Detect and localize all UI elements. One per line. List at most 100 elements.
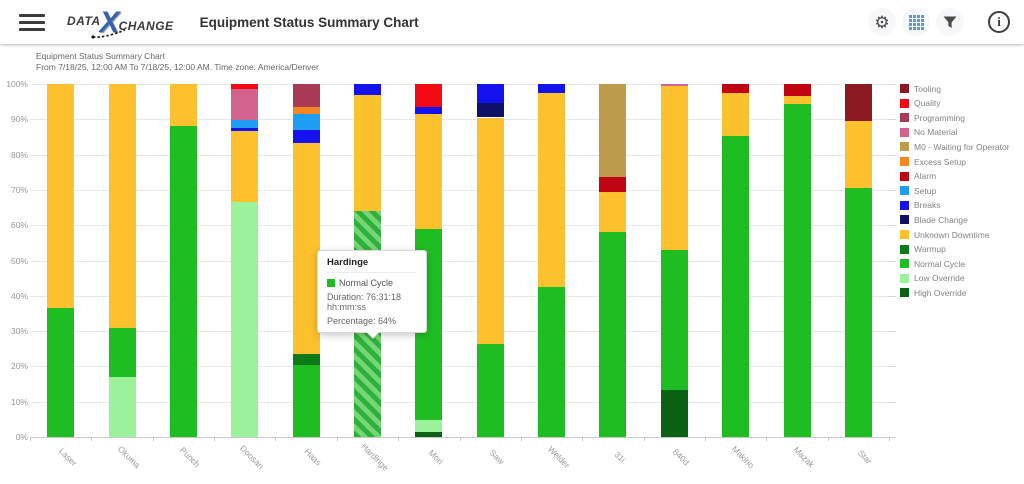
legend-item-Unknown Downtime[interactable]: Unknown Downtime [900,229,990,240]
bar-segment-840d-High Override[interactable] [660,390,688,437]
report-title: Equipment Status Summary Chart [36,51,165,61]
legend-item-No Material[interactable]: No Material [900,127,957,138]
bar-segment-Star-Normal Cycle[interactable] [844,188,872,437]
right-axis-tick [889,189,896,191]
settings-button[interactable]: ⚙ [868,8,896,36]
legend-label: Breaks [914,200,941,211]
bar-segment-Haas-Normal Cycle[interactable] [292,365,320,437]
bar-segment-Saw-Blade Change[interactable] [476,103,504,118]
legend-label: M0 - Waiting for Operator [914,141,1010,152]
legend-item-Normal Cycle[interactable]: Normal Cycle [900,258,965,269]
bar-segment-840d-Normal Cycle[interactable] [660,249,688,390]
right-axis-tick [889,331,896,333]
bar-segment-Haas-Programming[interactable] [292,84,320,107]
bar-segment-Hardinge-Breaks[interactable] [354,84,381,95]
bar-segment-Saw-Unknown Downtime[interactable] [476,117,504,345]
legend-item-Setup[interactable]: Setup [900,185,936,196]
bar-segment-Haas-Unknown Downtime[interactable] [292,143,320,355]
bar-segment-Punch-Unknown Downtime[interactable] [169,84,197,127]
bar-segment-Mori-Low Override[interactable] [415,420,443,433]
legend-item-Alarm[interactable]: Alarm [900,171,936,182]
bar-segment-Haas-Warmup[interactable] [292,354,320,365]
bar-segment-31i-Unknown Downtime[interactable] [599,192,627,233]
bar-segment-Haas-Excess Setup[interactable] [292,106,320,114]
bar-segment-Doosan-Low Override[interactable] [231,202,259,437]
bar-segment-Okuma-Unknown Downtime[interactable] [108,84,136,328]
tooltip-series-swatch [327,279,335,287]
bar-segment-31i-M0 - Waiting for Operator[interactable] [599,84,627,178]
legend-item-Blade Change[interactable]: Blade Change [900,214,968,225]
legend-item-Tooling[interactable]: Tooling [900,83,941,94]
bar-segment-Mori-Quality[interactable] [415,84,443,107]
legend-swatch [900,113,909,123]
bar-segment-Welder-Breaks[interactable] [538,84,565,94]
bar-segment-Doosan-Breaks[interactable] [231,127,259,131]
legend-label: No Material [914,127,958,138]
bar-segment-31i-Alarm[interactable] [599,177,627,192]
bar-segment-Mori-High Override[interactable] [415,432,443,437]
bar-segment-Makino-Unknown Downtime[interactable] [722,93,750,136]
y-axis-label: 20% [10,361,28,372]
app-header: DATA X CHANGE Equipment Status Summary C… [0,0,1024,44]
bar-segment-Haas-Setup[interactable] [292,114,320,130]
bar-segment-Saw-Normal Cycle[interactable] [476,344,504,437]
legend-swatch [900,230,909,239]
bar-segment-Welder-Unknown Downtime[interactable] [538,93,565,287]
grid-view-button[interactable] [902,8,930,36]
bar-segment-840d-Unknown Downtime[interactable] [660,85,688,250]
bar-segment-Laser-Normal Cycle[interactable] [47,308,75,437]
gridline-30% [30,331,889,333]
menu-icon[interactable] [19,13,45,31]
chart-tooltip: Hardinge Normal Cycle Duration: 76:31:18… [317,250,427,339]
bar-segment-Punch-Normal Cycle[interactable] [169,126,197,437]
legend-swatch [900,157,909,166]
legend-item-High Override[interactable]: High Override [900,287,966,298]
bar-segment-Doosan-Unknown Downtime[interactable] [231,130,259,203]
bar-segment-Okuma-Normal Cycle[interactable] [108,327,136,377]
bar-segment-Doosan-Quality[interactable] [231,84,259,89]
legend-swatch [900,215,909,225]
bar-segment-Hardinge-Unknown Downtime[interactable] [354,94,381,212]
legend-item-Quality[interactable]: Quality [900,98,940,109]
legend-label: Setup [914,185,937,196]
bar-segment-Laser-Unknown Downtime[interactable] [47,84,75,309]
legend-item-Excess Setup[interactable]: Excess Setup [900,156,966,167]
filter-button[interactable] [936,8,964,36]
bar-segment-Mazak-Unknown Downtime[interactable] [783,96,811,105]
y-axis-label: 100% [6,79,28,89]
bar-segment-Mori-Breaks[interactable] [415,106,443,114]
logo-text-change: CHANGE [118,19,174,33]
x-axis-tick [398,437,400,441]
bar-segment-Mazak-Normal Cycle[interactable] [783,104,811,437]
info-button[interactable]: i [988,11,1010,33]
legend-item-Programming[interactable]: Programming [900,112,965,123]
bar-segment-Star-Tooling[interactable] [844,84,872,121]
x-axis-tick [30,437,31,441]
bar-segment-Saw-Breaks[interactable] [476,84,504,104]
legend-item-M0 - Waiting for Operator[interactable]: M0 - Waiting for Operator [900,141,1010,152]
legend-item-Warmup[interactable]: Warmup [900,244,946,255]
bar-segment-840d-No Material[interactable] [660,84,688,86]
bar-segment-Doosan-Setup[interactable] [231,119,259,128]
y-axis-label: 0% [15,432,28,442]
gridline-100% [30,84,889,85]
legend-item-Low Override[interactable]: Low Override [900,273,965,284]
right-axis-tick [889,366,896,368]
report-subtitle: From 7/18/25, 12:00 AM To 7/18/25, 12:00… [36,62,319,72]
bar-segment-Okuma-Low Override[interactable] [108,377,136,437]
bar-segment-Doosan-No Material[interactable] [231,88,259,120]
bar-segment-Makino-Normal Cycle[interactable] [722,135,750,437]
bar-segment-Haas-Breaks[interactable] [292,129,320,143]
tooltip-series-label: Normal Cycle [339,278,394,288]
right-axis-tick [889,295,896,297]
right-axis-tick [889,437,896,438]
legend-item-Breaks[interactable]: Breaks [900,200,940,211]
bar-segment-Welder-Normal Cycle[interactable] [538,287,565,437]
bar-segment-Star-Unknown Downtime[interactable] [844,120,872,189]
bar-segment-Mazak-Alarm[interactable] [783,84,811,96]
bar-segment-Makino-Alarm[interactable] [722,84,750,94]
bar-segment-31i-Normal Cycle[interactable] [599,232,627,437]
bar-segment-Mori-Unknown Downtime[interactable] [415,114,443,229]
legend-label: Alarm [914,171,937,182]
